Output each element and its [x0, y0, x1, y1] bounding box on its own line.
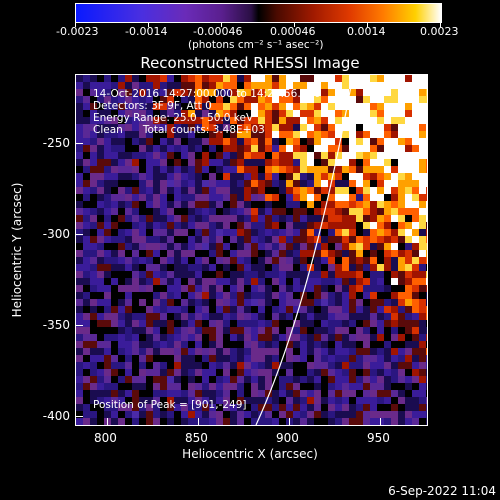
- info-energy-range: Energy Range: 25.0 - 50.0 keV: [93, 112, 254, 124]
- y-tick-label: -300: [42, 227, 70, 241]
- info-counts: Clean Total counts: 3.48E+03: [93, 124, 265, 136]
- peak-position: Position of Peak = [901,-249]: [93, 399, 247, 411]
- colorbar-tick-label: -0.0023: [56, 25, 99, 38]
- colorbar-units: (photons cm⁻² s⁻¹ asec⁻²): [188, 39, 324, 51]
- y-tick-label: -350: [42, 318, 70, 332]
- x-tick-label: 950: [367, 431, 390, 445]
- heatmap-image: [76, 75, 427, 425]
- colorbar-tick-label: -0.00046: [193, 25, 243, 38]
- info-time-range: 14-Oct-2016 14:27:00.000 to 14:28:56.000: [93, 88, 321, 100]
- colorbar-tick-marks: [75, 22, 442, 27]
- info-detectors: Detectors: 3F 9F, Att 0: [93, 100, 212, 112]
- colorbar-tick-label: 0.00046: [270, 25, 316, 38]
- x-axis-label: Heliocentric X (arcsec): [182, 447, 318, 461]
- colorbar-tick-label: -0.0014: [125, 25, 168, 38]
- x-tick-label: 900: [276, 431, 299, 445]
- x-tick-label: 850: [185, 431, 208, 445]
- y-tick-label: -250: [42, 136, 70, 150]
- x-tick-label: 800: [94, 431, 117, 445]
- timestamp: 6-Sep-2022 11:04: [388, 484, 496, 498]
- colorbar: [75, 3, 442, 23]
- y-tick-marks: [75, 74, 83, 426]
- image-plot: [75, 74, 428, 426]
- plot-title: Reconstructed RHESSI Image: [140, 54, 360, 72]
- colorbar-tick-label: 0.0014: [347, 25, 386, 38]
- colorbar-tick-label: 0.0023: [420, 25, 459, 38]
- solar-limb-line: [255, 75, 354, 425]
- y-tick-label: -400: [42, 409, 70, 423]
- x-tick-marks: [75, 418, 427, 426]
- y-axis-label: Heliocentric Y (arcsec): [10, 182, 24, 318]
